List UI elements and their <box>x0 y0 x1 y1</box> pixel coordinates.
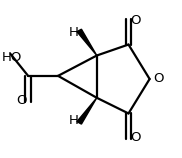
Polygon shape <box>77 29 97 55</box>
Text: O: O <box>153 72 164 85</box>
Text: H: H <box>69 114 79 127</box>
Text: H: H <box>69 26 79 39</box>
Polygon shape <box>77 98 97 124</box>
Text: O: O <box>17 94 27 107</box>
Text: O: O <box>130 131 141 144</box>
Text: O: O <box>130 14 141 27</box>
Text: HO: HO <box>2 51 22 64</box>
